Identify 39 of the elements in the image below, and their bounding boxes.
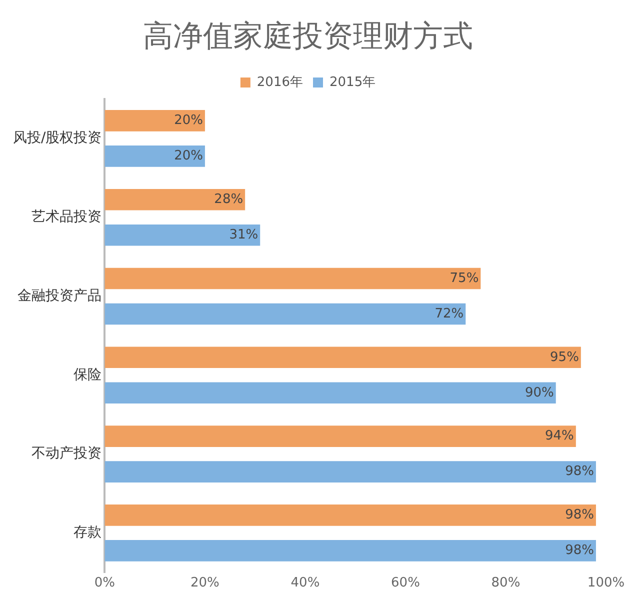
data-label: 94% (545, 428, 574, 444)
y-tick-label: 风投/股权投资 (13, 130, 102, 146)
x-tick-label: 100% (587, 576, 625, 591)
bar (104, 426, 576, 447)
legend-label: 2016年 (256, 74, 304, 90)
data-label: 95% (550, 350, 579, 365)
data-label: 90% (524, 385, 554, 400)
x-tick-label: 60% (391, 576, 420, 591)
bar (104, 188, 246, 210)
bar (104, 303, 466, 325)
y-tick-label: 艺术品投资 (32, 208, 102, 225)
y-tick-label: 保险 (74, 366, 102, 383)
bar (104, 382, 556, 404)
bar (104, 346, 581, 368)
bar (104, 540, 596, 562)
bar (104, 504, 596, 526)
bar (104, 461, 596, 482)
x-tick-label: 40% (290, 576, 320, 591)
y-tick-label: 不动产投资 (32, 446, 102, 462)
y-tick-label: 金融投资产品 (18, 288, 102, 304)
data-label: 20% (174, 148, 203, 164)
bar (104, 268, 481, 290)
data-label: 98% (565, 508, 594, 523)
data-label: 20% (174, 113, 203, 128)
data-label: 72% (434, 306, 464, 322)
chart-title: 高净值家庭投资理财方式 (143, 18, 473, 54)
legend-label: 2015年 (330, 74, 376, 90)
y-tick-label: 存款 (74, 524, 102, 541)
x-tick-label: 80% (491, 576, 520, 591)
bar (104, 224, 260, 246)
data-label: 31% (229, 227, 258, 242)
x-tick-label: 0% (94, 576, 116, 591)
data-label: 98% (565, 464, 594, 480)
data-label: 75% (450, 270, 479, 286)
bar (104, 110, 205, 132)
data-label: 28% (214, 192, 244, 207)
x-tick-label: 20% (190, 576, 220, 591)
data-label: 98% (565, 543, 594, 558)
bar (104, 146, 205, 167)
